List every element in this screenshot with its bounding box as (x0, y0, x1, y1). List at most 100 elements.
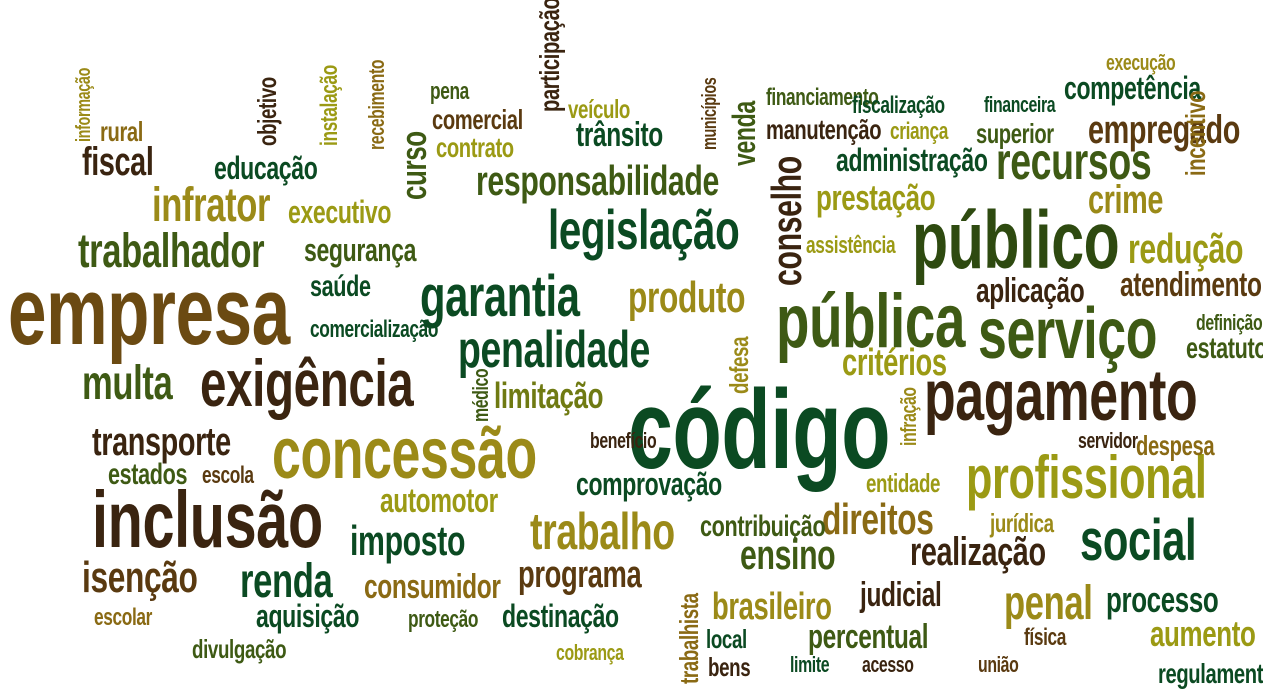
word-empregado: crime (1088, 178, 1164, 222)
word-participacao: escolar (94, 604, 153, 631)
word-municipios: trabalhista (674, 593, 704, 684)
word-despesa: criança (890, 118, 949, 145)
word-estatuto: competência (1064, 70, 1201, 106)
word-seguranca: venda (726, 101, 762, 166)
word-empresa: empresa (8, 258, 290, 365)
word-regulamentacao: comprovação (576, 466, 722, 502)
word-aumento: brasileiro (712, 586, 832, 628)
word-curso: jurídica (990, 508, 1054, 538)
word-divulgacao: assistência (806, 232, 896, 259)
word-saude: defesa (724, 336, 754, 394)
word-trabalhista: união (978, 652, 1019, 677)
word-realizacao: realização (910, 530, 1046, 574)
word-trabalhador: trabalhador (78, 225, 265, 278)
word-rural: estatuto (1186, 332, 1263, 365)
word-superior: recebimento (364, 59, 389, 150)
word-aplicacao: automotor (380, 482, 498, 520)
word-crianca: objetivo (252, 77, 282, 146)
word-processo: critérios (842, 342, 947, 384)
word-responsabilidade: responsabilidade (476, 157, 719, 204)
word-veiculo: participação (534, 0, 565, 112)
word-educacao: prestação (816, 177, 936, 218)
word-profissional: profissional (966, 444, 1207, 511)
word-exigencia: exigência (200, 346, 414, 420)
word-medico: limite (790, 652, 830, 677)
word-legislacao: legislação (548, 198, 740, 261)
word-penal: penal (1004, 577, 1093, 630)
word-inclusao: inclusão (92, 475, 323, 564)
word-conselho: entidade (866, 468, 941, 498)
word-assistencia: veículo (568, 94, 630, 124)
word-garantia: garantia (420, 264, 580, 329)
word-financeira: instalação (316, 65, 343, 146)
word-produto: produto (628, 273, 746, 322)
word-definicao: incentivo (1180, 90, 1211, 176)
word-pena: estados (108, 458, 188, 491)
word-execucao: pena (430, 78, 469, 105)
word-bens: benefício (590, 428, 657, 453)
word-cobranca: comercialização (310, 316, 439, 343)
word-juridica: superior (976, 118, 1054, 149)
word-brasileiro: limitação (494, 375, 604, 416)
word-incentivo: local (706, 624, 747, 654)
word-recebimento: cobrança (556, 640, 624, 665)
word-publica: pública (776, 279, 966, 364)
word-estados: contribuição (700, 510, 826, 543)
word-executivo: trânsito (576, 116, 663, 154)
word-servidor: fiscalização (852, 92, 945, 119)
word-manutencao: comercial (432, 104, 523, 135)
word-limitacao: curso (393, 131, 434, 200)
word-multa: multa (82, 357, 173, 410)
word-judicial: aumento (1150, 613, 1256, 654)
word-criterios: fiscal (82, 140, 154, 184)
word-automotor: aquisição (256, 598, 360, 634)
word-social: social (1080, 508, 1197, 573)
word-recursos: recursos (996, 133, 1152, 191)
word-transporte: transporte (92, 420, 231, 464)
word-servico: serviço (978, 294, 1158, 374)
word-destinacao: consumidor (364, 568, 501, 606)
word-ensino: ensino (740, 531, 836, 578)
word-aquisicao: judicial (860, 576, 942, 614)
word-fiscalizacao: contrato (436, 132, 514, 163)
word-fisica: escola (202, 462, 254, 489)
word-comprovacao: executivo (288, 194, 392, 230)
word-venda: definição (1196, 310, 1263, 335)
word-protecao: informação (73, 67, 95, 142)
word-transito: aplicação (976, 272, 1085, 310)
word-comercial: regulamentação (1158, 658, 1263, 689)
word-renda: renda (240, 555, 333, 608)
word-prestacao: atendimento (1120, 266, 1262, 304)
word-informacao: física (1024, 624, 1067, 651)
word-acesso: servidor (1078, 428, 1138, 453)
word-isencao: isenção (82, 553, 198, 602)
word-defesa: bens (708, 652, 751, 682)
word-concessao: concessão (272, 414, 537, 494)
word-competencia: educação (214, 150, 318, 186)
word-administracao: segurança (304, 232, 417, 268)
word-publico: público (912, 195, 1120, 286)
word-infracao: acesso (862, 652, 914, 677)
word-limite: infração (896, 387, 921, 446)
word-beneficio: manutenção (766, 114, 882, 145)
word-penalidade: penalidade (458, 321, 650, 379)
word-infrator: infrator (152, 179, 271, 232)
word-entidade: financeira (984, 92, 1056, 117)
word-comercializacao: municípios (699, 77, 721, 150)
word-consumidor: percentual (808, 618, 929, 656)
word-atendimento: destinação (502, 598, 619, 634)
word-fiscal: empregado (1088, 108, 1240, 152)
word-local: médico (468, 368, 493, 422)
word-uniao: despesa (1136, 430, 1215, 461)
word-instalacao: divulgação (192, 634, 287, 664)
word-contribuicao: administração (836, 142, 988, 178)
word-contrato: saúde (310, 270, 371, 303)
word-pagamento: pagamento (924, 356, 1198, 436)
word-escolar: execução (1106, 50, 1176, 75)
word-codigo: código (628, 367, 891, 492)
word-crime: redução (1128, 225, 1244, 272)
word-objetivo: proteção (408, 606, 479, 633)
word-programa: programa (518, 554, 642, 596)
word-percentual: processo (1106, 579, 1219, 620)
